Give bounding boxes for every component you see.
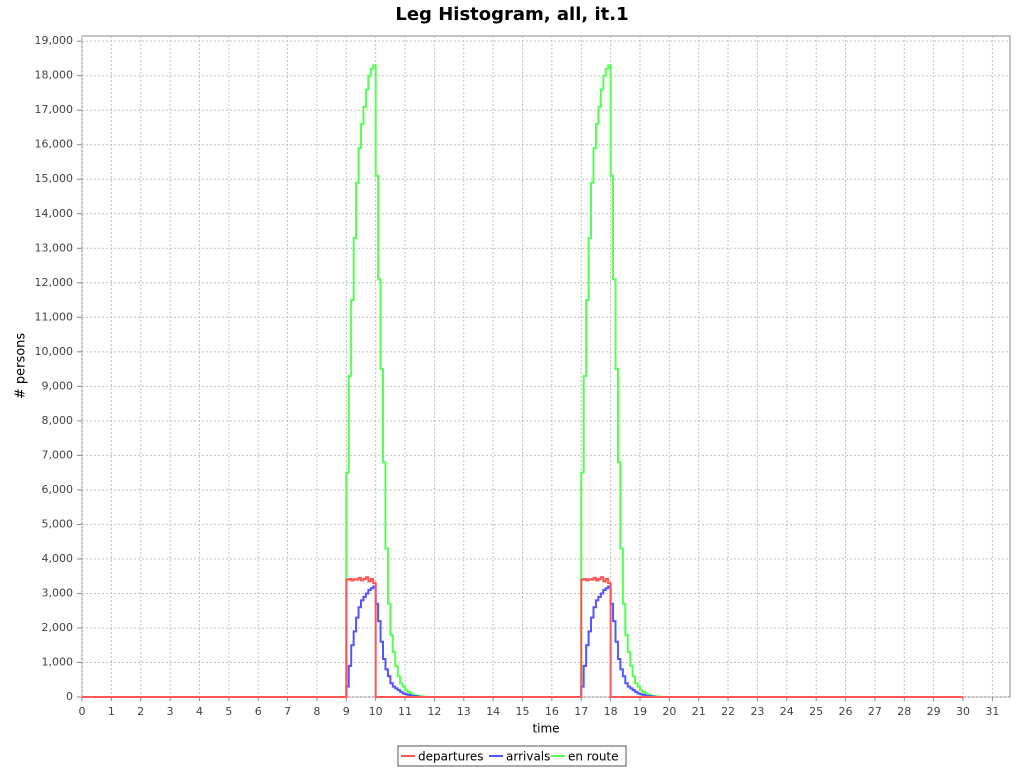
- y-tick-label: 18,000: [35, 69, 74, 82]
- y-tick-label: 17,000: [35, 103, 74, 116]
- y-tick-label: 16,000: [35, 138, 74, 151]
- y-tick-label: 3,000: [42, 586, 74, 599]
- chart-title: Leg Histogram, all, it.1: [395, 4, 628, 25]
- y-tick-label: 11,000: [35, 310, 74, 323]
- x-tick-label: 17: [574, 705, 588, 718]
- y-tick-label: 13,000: [35, 241, 74, 254]
- y-axis-label: # persons: [14, 333, 29, 400]
- x-tick-label: 20: [662, 705, 676, 718]
- x-tick-label: 27: [868, 705, 882, 718]
- x-tick-label: 30: [956, 705, 970, 718]
- x-tick-label: 14: [486, 705, 500, 718]
- y-tick-label: 7,000: [42, 448, 74, 461]
- y-tick-label: 5,000: [42, 517, 74, 530]
- x-tick-label: 11: [398, 705, 412, 718]
- x-tick-label: 7: [284, 705, 291, 718]
- y-tick-label: 0: [66, 690, 73, 703]
- x-tick-label: 2: [137, 705, 144, 718]
- x-axis-label: time: [532, 722, 559, 736]
- x-tick-label: 3: [167, 705, 174, 718]
- y-tick-label: 2,000: [42, 621, 74, 634]
- x-tick-label: 12: [427, 705, 441, 718]
- x-tick-label: 15: [516, 705, 530, 718]
- x-tick-label: 26: [839, 705, 853, 718]
- y-tick-label: 4,000: [42, 552, 74, 565]
- legend-label: arrivals: [506, 750, 550, 764]
- plot-area: [81, 35, 1011, 698]
- x-tick-label: 8: [313, 705, 320, 718]
- x-tick-label: 6: [255, 705, 262, 718]
- x-tick-label: 29: [927, 705, 941, 718]
- x-tick-label: 1: [108, 705, 115, 718]
- x-tick-label: 19: [633, 705, 647, 718]
- x-tick-label: 4: [196, 705, 203, 718]
- x-tick-label: 5: [225, 705, 232, 718]
- x-tick-label: 22: [721, 705, 735, 718]
- x-tick-label: 0: [79, 705, 86, 718]
- y-tick-label: 19,000: [35, 34, 74, 47]
- x-tick-label: 25: [809, 705, 823, 718]
- x-tick-label: 13: [457, 705, 471, 718]
- series-line: [82, 576, 964, 698]
- x-tick-label: 18: [604, 705, 618, 718]
- y-tick-label: 12,000: [35, 276, 74, 289]
- y-tick-label: 10,000: [35, 345, 74, 358]
- y-tick-label: 14,000: [35, 207, 74, 220]
- x-tick-label: 28: [897, 705, 911, 718]
- x-tick-label: 10: [369, 705, 383, 718]
- x-tick-label: 16: [545, 705, 559, 718]
- x-tick-label: 31: [985, 705, 999, 718]
- x-tick-label: 9: [343, 705, 350, 718]
- y-tick-label: 8,000: [42, 414, 74, 427]
- legend-box: [397, 745, 627, 767]
- y-tick-label: 6,000: [42, 483, 74, 496]
- x-tick-label: 23: [750, 705, 764, 718]
- legend-label: en route: [568, 750, 619, 764]
- legend-label: departures: [418, 750, 484, 764]
- y-tick-label: 1,000: [42, 655, 74, 668]
- x-tick-label: 24: [780, 705, 794, 718]
- x-tick-label: 21: [692, 705, 706, 718]
- y-tick-label: 9,000: [42, 379, 74, 392]
- y-tick-label: 15,000: [35, 172, 74, 185]
